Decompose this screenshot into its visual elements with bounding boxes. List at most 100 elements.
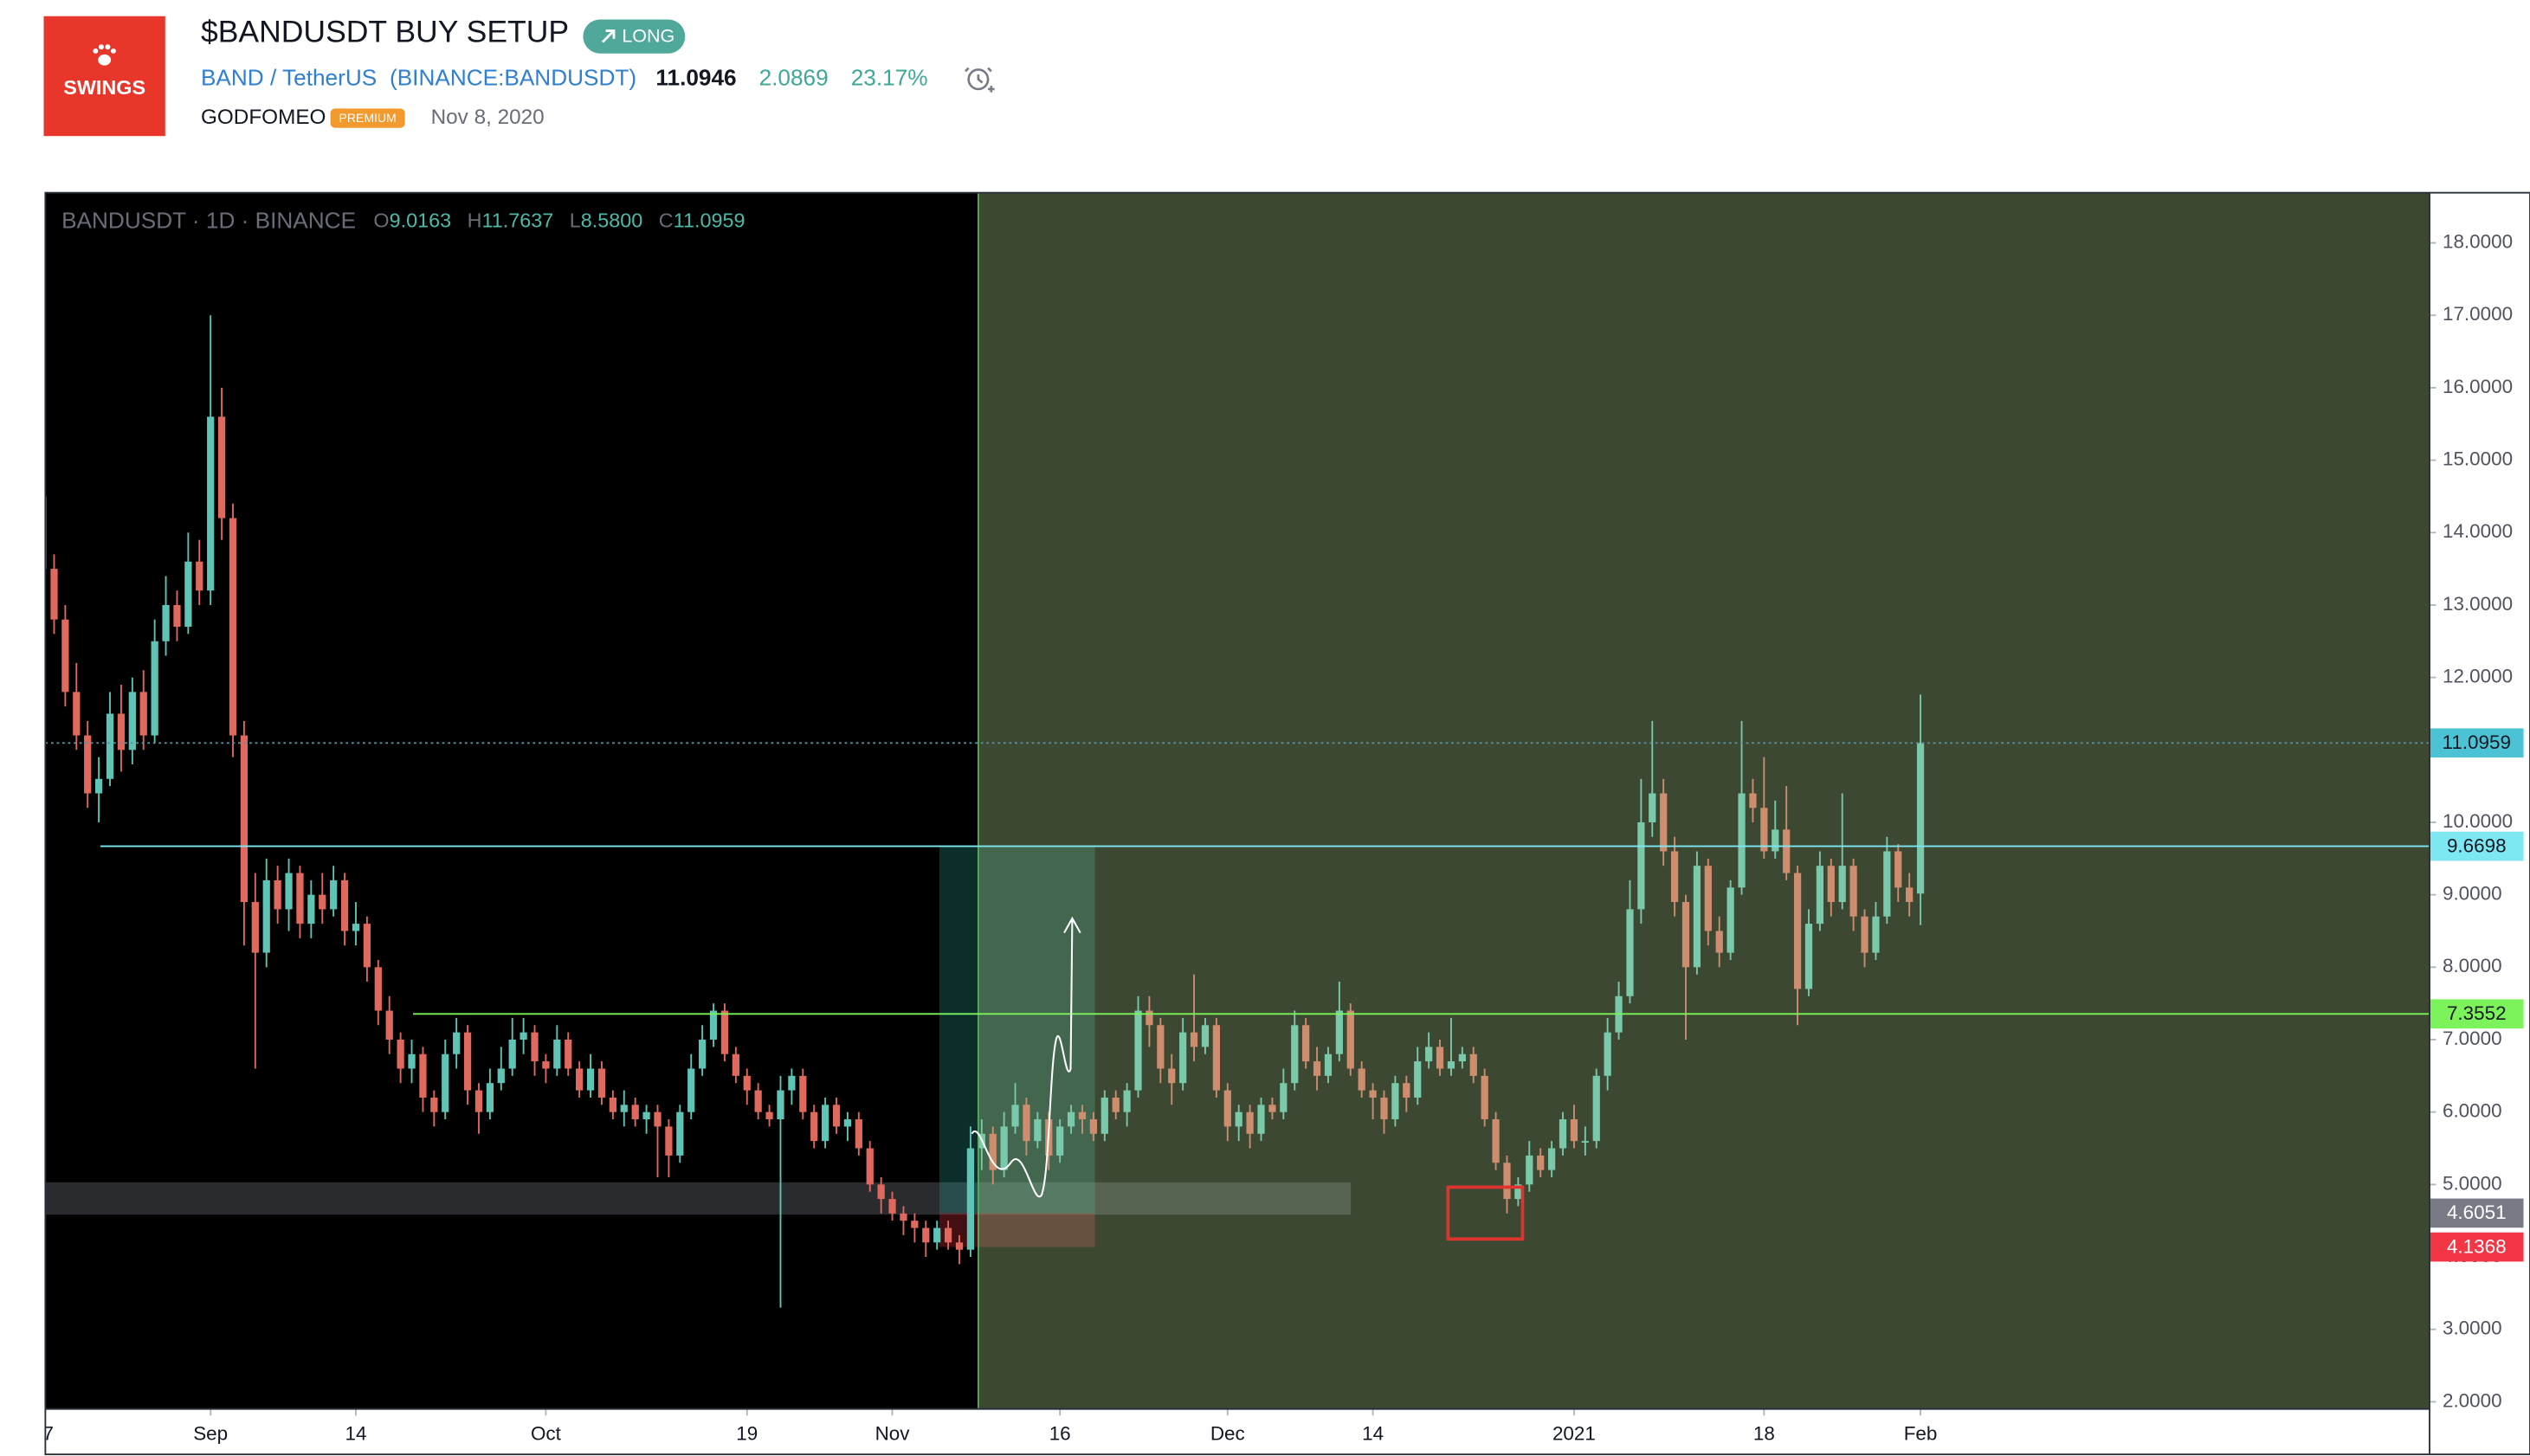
candle-body (1011, 1105, 1019, 1127)
logo[interactable] (43, 16, 165, 137)
y-tick-label: 5.0000 (2443, 1172, 2502, 1194)
candle-body (352, 924, 360, 931)
symbol-line: BAND / TetherUS (BINANCE:BANDUSDT) 11.09… (201, 65, 928, 91)
candle-body (374, 967, 382, 1011)
candle-body (385, 1010, 393, 1040)
candle-body (866, 1148, 874, 1185)
badge-arrow (601, 29, 616, 43)
candle-body (1681, 902, 1690, 968)
author[interactable]: GODFOMEO (201, 106, 326, 129)
candle-body (1313, 1061, 1321, 1076)
candle-body (1358, 1068, 1365, 1091)
candle-body (642, 1111, 650, 1120)
pair[interactable]: BAND / TetherUS (201, 65, 377, 91)
candle-body (1034, 1119, 1042, 1142)
x-tick-label: Feb (1904, 1423, 1938, 1445)
profit-zone (939, 846, 1095, 1214)
candle-body (966, 1148, 975, 1250)
candle-body (810, 1111, 818, 1142)
candle-body (989, 1133, 997, 1170)
candle-body (1715, 931, 1723, 953)
candle-body (586, 1068, 595, 1091)
candle-body (240, 735, 248, 903)
candle-body (1570, 1119, 1578, 1142)
plot-background (45, 192, 2430, 1409)
candle-body (251, 902, 259, 953)
stop-zone (939, 1213, 1095, 1247)
candle-body (1481, 1075, 1488, 1120)
candle-body (1872, 916, 1880, 953)
price-lines (45, 742, 2430, 1015)
candle-body (1000, 1126, 1008, 1170)
candle-body (565, 1040, 572, 1069)
candle-body (262, 879, 270, 953)
y-tick-label: 14.0000 (2443, 520, 2513, 542)
y-tick-label: 10.0000 (2443, 810, 2513, 832)
direction-badge[interactable] (583, 19, 686, 54)
candle-body (1391, 1083, 1399, 1120)
premium-text: PREMIUM (339, 111, 397, 125)
candle-body (73, 692, 81, 736)
y-tick-label: 16.0000 (2443, 376, 2513, 397)
candle-body (665, 1126, 673, 1156)
price-change: 2.0869 (759, 65, 829, 91)
y-tick-label: 15.0000 (2443, 448, 2513, 470)
candle-body (1503, 1163, 1511, 1200)
candle-body (821, 1105, 829, 1142)
logo-text: SWINGS (63, 76, 145, 99)
candle-body (1268, 1105, 1276, 1112)
candle-body (520, 1032, 527, 1040)
y-tick-label: 18.0000 (2443, 230, 2513, 252)
y-tick-label: 9.0000 (2443, 883, 2502, 905)
candle-body (117, 713, 126, 751)
candle-body (1335, 1010, 1343, 1054)
candle-body (474, 1090, 483, 1112)
candle-body (162, 604, 170, 641)
legend-value: 9.0163 (390, 209, 451, 231)
candle-body (1649, 793, 1656, 822)
publish-date: Nov 8, 2020 (431, 106, 545, 129)
candle-body (397, 1040, 404, 1069)
candle-body (1201, 1025, 1210, 1047)
candle-body (1056, 1126, 1064, 1156)
candle-body (1078, 1111, 1087, 1120)
candle-body (1581, 1141, 1589, 1144)
candle-body (1816, 866, 1824, 924)
logo-paw (93, 44, 116, 66)
candle-body (307, 894, 315, 924)
candle-body (1302, 1025, 1310, 1062)
candle-body (1537, 1155, 1545, 1170)
exchange-symbol[interactable]: (BINANCE:BANDUSDT) (390, 65, 636, 91)
candle-body (1526, 1155, 1533, 1185)
y-tick-label: 12.0000 (2443, 666, 2513, 687)
candle-body (754, 1090, 762, 1112)
candle-body (84, 735, 92, 794)
candle-body (955, 1242, 964, 1250)
price-label: 7.3552 (2447, 1002, 2507, 1024)
candle-body (1100, 1097, 1108, 1134)
candle-body (1436, 1047, 1444, 1069)
candle-body (609, 1097, 616, 1112)
chart-frame (44, 191, 2530, 1456)
position-zones (939, 846, 1095, 1247)
candle-body (1849, 866, 1857, 917)
badge-text: LONG (622, 26, 674, 47)
candle-body (788, 1075, 796, 1091)
candle-body (1223, 1090, 1231, 1127)
candle-body (1838, 866, 1846, 903)
candle-body (1414, 1061, 1422, 1098)
alarm-icon[interactable] (964, 67, 995, 93)
price-label: 4.1368 (2447, 1235, 2507, 1257)
candle-body (1670, 851, 1679, 903)
candle-body (151, 641, 158, 736)
candle-body (106, 713, 114, 779)
candle-body (1123, 1090, 1131, 1112)
candle-body (1704, 866, 1712, 931)
price-label: 4.6051 (2447, 1202, 2507, 1223)
highlight-region (978, 192, 2430, 1409)
candle-body (1257, 1105, 1265, 1134)
price-labels: 11.0959 9.6698 7.3552 4.6051 4.1368 (2430, 728, 2524, 1262)
candle-body (777, 1090, 784, 1120)
candle-body (497, 1068, 505, 1084)
